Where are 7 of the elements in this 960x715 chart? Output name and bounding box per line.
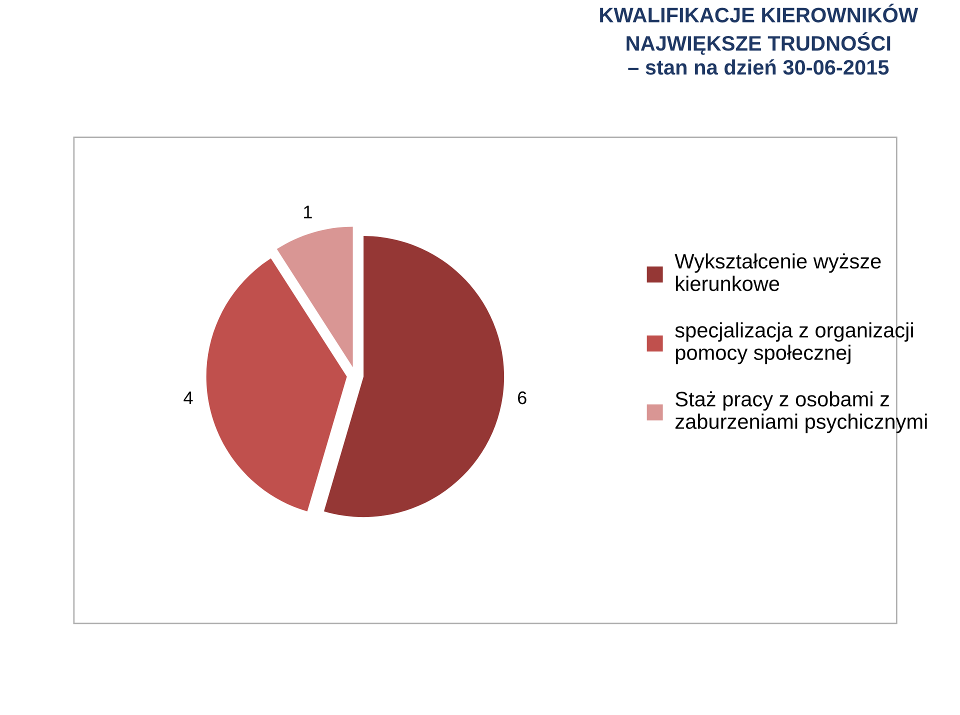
legend-label: specjalizacja z organizacji pomocy społecznej (675, 322, 913, 364)
chart-title: KWALIFIKACJE KIEROWNIKÓW NAJWIĘKSZE TRUDNOŚCI – stan na dzień 30-06-2015 (600, 4, 918, 75)
data-label: 1 (304, 206, 312, 218)
legend-label: Wykształcenie wyższe kierunkowe (674, 253, 881, 292)
legend-label: Staż pracy z osobami z zaburzeniami psychicznymi (675, 391, 927, 434)
data-label: 4 (184, 392, 193, 404)
data-label: 6 (518, 391, 526, 404)
